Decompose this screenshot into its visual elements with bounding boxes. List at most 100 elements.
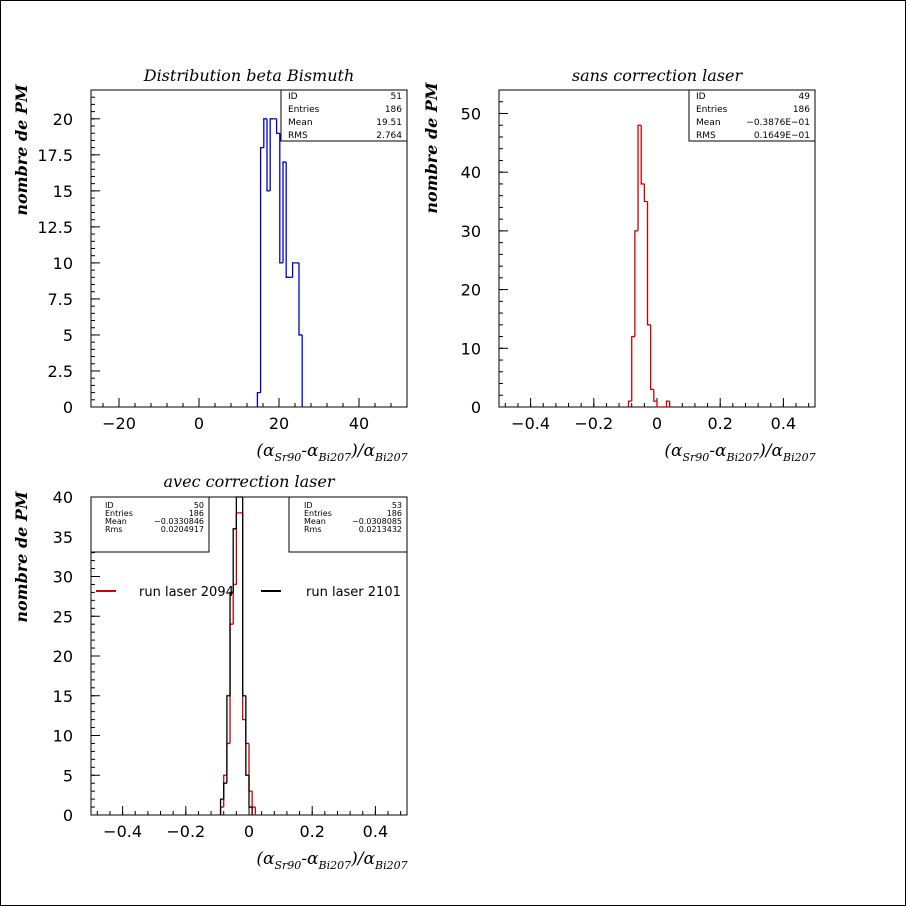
p3b-stat-value-3: 0.0213432 xyxy=(359,525,402,534)
y-tick-label: 15 xyxy=(53,687,73,706)
panel-1-ticks: 0 2.5 5 7.5 10 12.5 15 17.5 20 −20 0 20 40 xyxy=(37,89,408,433)
y-tick-label: 5 xyxy=(63,766,73,785)
p3b-stat-label-3: Rms xyxy=(304,525,322,534)
panel-3-stats-box-left: ID 50 Entries 186 Mean −0.0330846 Rms 0.… xyxy=(90,496,210,553)
x-tick-label: −0.4 xyxy=(511,414,550,433)
x-tick-label: 0.2 xyxy=(707,414,732,433)
y-tick-label: 20 xyxy=(53,110,73,129)
p2-stat-value-1: 186 xyxy=(793,105,810,115)
y-tick-label: 7.5 xyxy=(48,290,73,309)
x-tick-label: 0 xyxy=(652,414,662,433)
p3b-stat-label-0: ID xyxy=(304,501,313,510)
panel-distribution-beta-bismuth: Distribution beta Bismuth nombre de PM 0… xyxy=(12,66,408,464)
p1-stat-value-3: 2.764 xyxy=(376,131,402,141)
histogram-bin xyxy=(637,124,642,231)
legend-label-run-2101: run laser 2101 xyxy=(306,585,401,600)
x-tick-label: −0.2 xyxy=(574,414,613,433)
y-tick-label: 12.5 xyxy=(37,218,73,237)
histogram-bin xyxy=(248,775,253,808)
p2-stat-label-1: Entries xyxy=(696,105,728,115)
y-tick-label: 40 xyxy=(461,163,481,182)
p1-stat-value-0: 51 xyxy=(391,92,402,102)
p3a-stat-value-3: 0.0204917 xyxy=(161,525,204,534)
histogram-bin xyxy=(256,391,261,407)
histogram-bin xyxy=(219,798,224,815)
panel-1-histogram xyxy=(256,118,303,407)
p3a-stat-value-1: 186 xyxy=(189,509,204,518)
panel-3-stats-box-right: ID 53 Entries 186 Mean −0.0308085 Rms 0.… xyxy=(288,496,408,553)
histogram-bin xyxy=(226,695,231,784)
histogram-bin xyxy=(282,161,287,263)
histogram-bin xyxy=(656,401,661,408)
histogram-bin xyxy=(640,125,645,185)
p3a-stat-label-2: Mean xyxy=(105,517,127,526)
y-tick-label: 20 xyxy=(53,647,73,666)
p3b-stat-label-2: Mean xyxy=(304,517,326,526)
y-tick-label: 40 xyxy=(53,488,73,507)
p3a-stat-label-1: Entries xyxy=(105,509,133,518)
p2-stat-value-2: −0.3876E−01 xyxy=(746,118,810,128)
p3b-stat-value-1: 186 xyxy=(387,509,402,518)
panel-2-title: sans correction laser xyxy=(572,66,744,85)
panel-3-legend: run laser 2094 run laser 2101 xyxy=(96,585,401,600)
x-tick-label: 0.4 xyxy=(363,822,388,841)
histogram-bin xyxy=(266,118,271,192)
y-tick-label: 30 xyxy=(461,222,481,241)
panel-3-histogram xyxy=(219,496,256,815)
y-tick-label: 0 xyxy=(63,398,73,417)
histogram-bin xyxy=(627,400,632,407)
x-tick-label: −20 xyxy=(102,414,136,433)
panel-2-histogram xyxy=(627,124,671,408)
p3a-stat-value-0: 50 xyxy=(194,501,204,510)
x-tick-label: 0.4 xyxy=(771,414,796,433)
x-tick-label: 40 xyxy=(349,414,369,433)
panel-2-y-axis-label: nombre de PM xyxy=(422,81,441,214)
histogram-bin xyxy=(275,118,280,134)
panel-1-title: Distribution beta Bismuth xyxy=(143,66,355,85)
histogram-bin xyxy=(643,183,648,203)
histogram-bin xyxy=(279,133,283,264)
histogram-bin xyxy=(650,324,654,391)
histogram-bin xyxy=(665,400,670,407)
y-tick-label: 25 xyxy=(53,607,73,626)
y-tick-label: 10 xyxy=(53,254,73,273)
y-tick-label: 10 xyxy=(53,727,73,746)
histogram-bin xyxy=(232,528,237,593)
p3a-stat-label-3: Rms xyxy=(105,525,123,534)
histogram-bin xyxy=(245,695,249,776)
panel-3-ticks: 0 5 10 15 20 25 30 35 40 −0.4 −0.2 0 0.2 0.4 xyxy=(53,488,402,841)
panel-2-stats-box: ID 49 Entries 186 Mean −0.3876E−01 RMS 0… xyxy=(688,89,816,142)
panel-1-stats-box: ID 51 Entries 186 Mean 19.51 RMS 2.764 xyxy=(280,89,408,142)
x-tick-label: 0 xyxy=(244,822,254,841)
p1-stat-value-2: 19.51 xyxy=(376,118,402,128)
histogram-bin xyxy=(235,496,240,529)
y-tick-label: 0 xyxy=(471,398,481,417)
x-tick-label: 0.2 xyxy=(299,822,324,841)
y-tick-label: 20 xyxy=(461,281,481,300)
panel-2-ticks: 0 10 20 30 40 50 −0.4 −0.2 0 0.2 0.4 xyxy=(461,89,810,433)
p1-stat-label-3: RMS xyxy=(288,131,308,141)
panel-3-title: avec correction laser xyxy=(164,472,336,491)
p3a-stat-label-0: ID xyxy=(105,501,114,510)
histogram-bin xyxy=(263,118,267,148)
p2-stat-label-0: ID xyxy=(696,92,706,102)
y-tick-label: 2.5 xyxy=(48,362,73,381)
y-tick-label: 30 xyxy=(53,568,73,587)
y-tick-label: 17.5 xyxy=(37,146,73,165)
histogram-bin xyxy=(269,118,274,191)
histogram-bin xyxy=(631,335,635,402)
y-tick-label: 5 xyxy=(63,326,73,345)
y-tick-label: 35 xyxy=(53,528,73,547)
panel-sans-correction-laser: sans correction laser nombre de PM 0 10 20… xyxy=(422,66,816,464)
y-tick-label: 10 xyxy=(461,339,481,358)
p1-stat-label-2: Mean xyxy=(288,118,313,128)
histogram-bin xyxy=(259,146,264,393)
p1-stat-value-1: 186 xyxy=(385,105,402,115)
histogram-bin xyxy=(646,201,651,326)
y-tick-label: 50 xyxy=(461,104,481,123)
p3b-stat-value-2: −0.0308085 xyxy=(352,517,402,526)
histogram-bin xyxy=(242,497,246,697)
histogram-bin xyxy=(223,782,227,800)
